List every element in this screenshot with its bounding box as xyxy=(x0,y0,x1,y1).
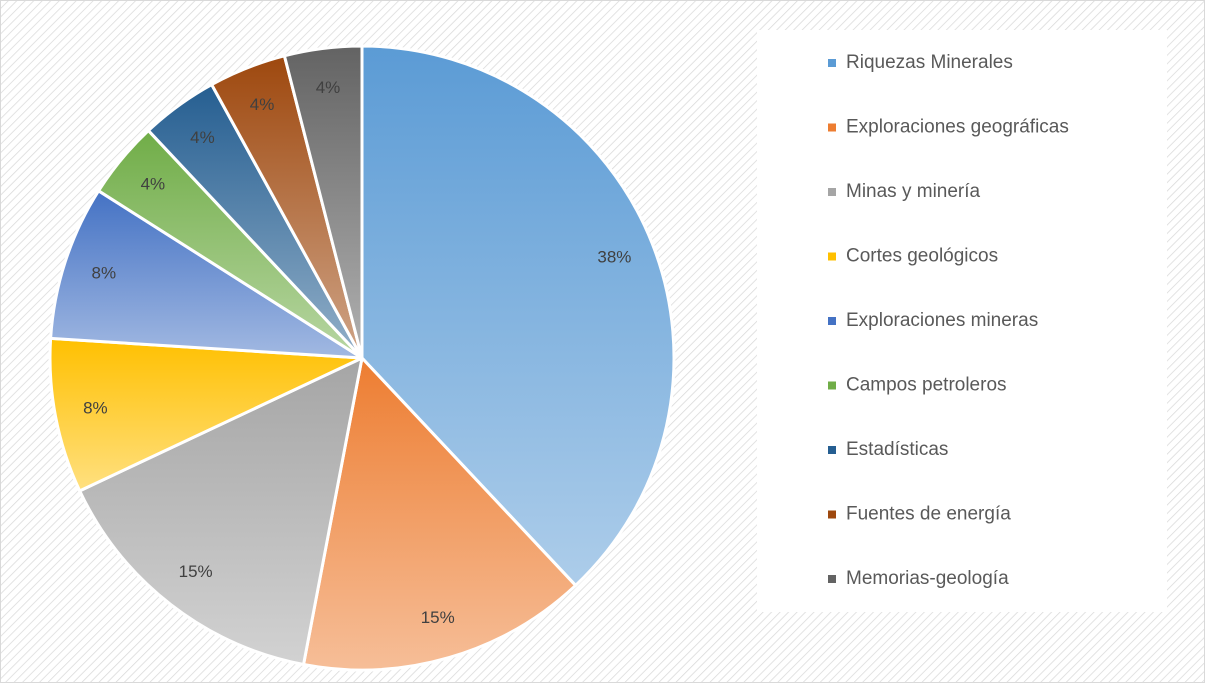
legend-swatch xyxy=(828,575,836,583)
legend-label: Exploraciones geográficas xyxy=(846,117,1069,138)
data-label: 4% xyxy=(250,95,275,114)
legend-label: Memorias-geología xyxy=(846,568,1009,589)
data-label: 8% xyxy=(92,264,117,283)
legend-swatch xyxy=(828,510,836,519)
data-label: 15% xyxy=(421,608,455,627)
legend-label: Cortes geológicos xyxy=(846,246,998,267)
data-label: 38% xyxy=(597,248,631,267)
pie-slice xyxy=(302,356,578,672)
legend-label: Riquezas Minerales xyxy=(846,52,1013,73)
legend-swatch xyxy=(828,188,836,196)
pie-slice xyxy=(48,336,364,493)
data-label: 4% xyxy=(316,78,341,97)
pie-slice xyxy=(360,44,676,587)
legend-swatch xyxy=(828,59,836,67)
pie-slice xyxy=(49,189,364,360)
data-label: 4% xyxy=(190,128,215,147)
legend-swatch xyxy=(828,123,836,132)
legend-swatch xyxy=(828,446,836,454)
legend-label: Campos petroleros xyxy=(846,375,1007,396)
legend-label: Exploraciones mineras xyxy=(846,310,1038,331)
legend-swatch xyxy=(828,252,836,261)
data-label: 4% xyxy=(141,174,166,193)
legend-label: Fuentes de energía xyxy=(846,504,1011,525)
legend-label: Minas y minería xyxy=(846,181,981,202)
pie-slice xyxy=(282,44,364,360)
pie-slice xyxy=(78,356,364,666)
legend-box xyxy=(757,30,1167,612)
legend-label: Estadísticas xyxy=(846,439,948,460)
data-label: 15% xyxy=(179,562,213,581)
legend-swatch xyxy=(828,381,836,390)
data-label: 8% xyxy=(83,398,108,417)
legend-swatch xyxy=(828,317,836,325)
